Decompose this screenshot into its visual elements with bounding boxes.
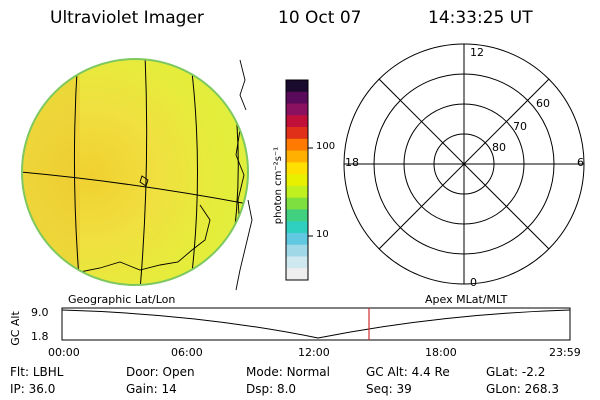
colorbar-block: [286, 138, 308, 152]
colorbar-block: [286, 150, 308, 163]
info-door: Door: Open: [126, 365, 195, 379]
timeline-tick-3: 18:00: [425, 346, 457, 359]
colorbar-block: [286, 185, 308, 199]
colorbar-block: [286, 127, 308, 140]
polar-lat-60: 60: [536, 97, 550, 110]
timeline-right-label: Apex MLat/MLT: [425, 293, 508, 306]
info-gain: Gain: 14: [126, 382, 177, 396]
colorbar-block: [286, 232, 308, 246]
timeline-y-top: 9.0: [31, 306, 49, 319]
colorbar-block: [286, 115, 308, 128]
info-gc-alt: GC Alt: 4.4 Re: [366, 365, 450, 379]
colorbar-block: [286, 244, 308, 257]
colorbar-block: [286, 174, 308, 187]
colorbar-block: [286, 91, 308, 105]
colorbar-block: [286, 209, 308, 222]
time-label: 14:33:25 UT: [428, 8, 533, 28]
info-seq: Seq: 39: [366, 382, 412, 396]
colorbar-block: [286, 221, 308, 234]
colorbar-tick-100: 100: [316, 141, 336, 152]
timeline-tick-0: 00:00: [48, 346, 80, 359]
info-ip: IP: 36.0: [10, 382, 56, 396]
colorbar-tick-10: 10: [316, 229, 329, 240]
timeline-left-label: Geographic Lat/Lon: [68, 293, 176, 306]
info-flt: Flt: LBHL: [10, 365, 64, 379]
polar-label-18: 18: [345, 156, 359, 169]
colorbar-block: [286, 197, 308, 210]
info-glon: GLon: 268.3: [486, 382, 559, 396]
polar-label-12: 12: [470, 46, 484, 59]
instrument-title: Ultraviolet Imager: [50, 8, 204, 28]
colorbar-block: [286, 103, 308, 116]
colorbar-block: [286, 256, 308, 269]
info-glat: GLat: -2.2: [486, 365, 546, 379]
polar-lat-80: 80: [492, 141, 506, 154]
polar-label-6: 6: [577, 156, 584, 169]
timeline-tick-2: 12:00: [298, 346, 330, 359]
info-dsp: Dsp: 8.0: [246, 382, 297, 396]
colorbar-block: [286, 268, 308, 281]
timeline-tick-1: 06:00: [171, 346, 203, 359]
info-mode: Mode: Normal: [246, 365, 330, 379]
colorbar-block: [286, 162, 308, 175]
timeline-y-bottom: 1.8: [31, 330, 49, 343]
polar-label-0: 0: [470, 276, 477, 289]
timeline-tick-4: 23:59: [549, 346, 581, 359]
date-label: 10 Oct 07: [278, 8, 362, 28]
colorbar-block: [286, 80, 308, 93]
polar-lat-70: 70: [513, 120, 527, 133]
